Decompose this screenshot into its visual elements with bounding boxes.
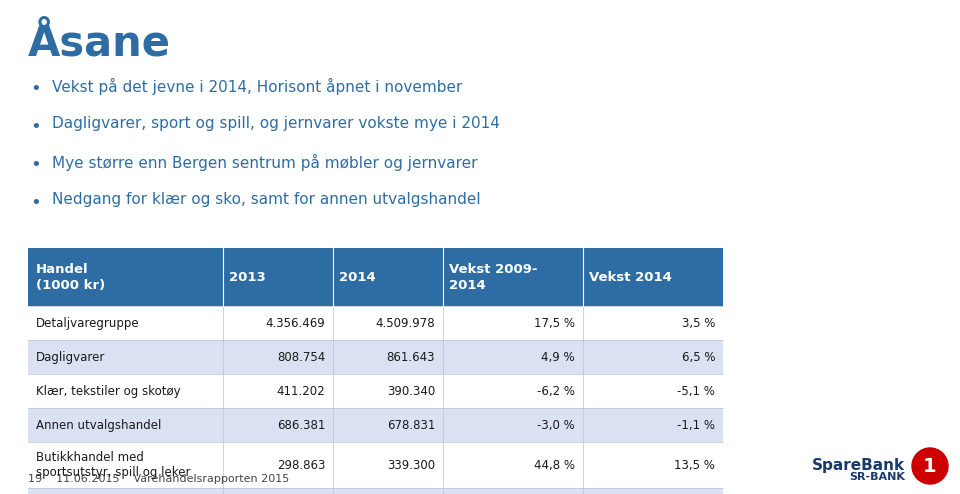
- Text: 17,5 %: 17,5 %: [534, 317, 575, 329]
- Text: •: •: [30, 80, 40, 98]
- Text: Dagligvarer, sport og spill, og jernvarer vokste mye i 2014: Dagligvarer, sport og spill, og jernvare…: [52, 116, 500, 131]
- Text: -5,1 %: -5,1 %: [677, 384, 715, 398]
- Text: 390.340: 390.340: [387, 384, 435, 398]
- Text: 13,5 %: 13,5 %: [674, 458, 715, 471]
- Text: 44,8 %: 44,8 %: [534, 458, 575, 471]
- Text: Klær, tekstiler og skotøy: Klær, tekstiler og skotøy: [36, 384, 180, 398]
- Circle shape: [912, 448, 948, 484]
- Text: Åsane: Åsane: [28, 22, 171, 64]
- Text: Butikkhandel med
sportsutstyr, spill og leker: Butikkhandel med sportsutstyr, spill og …: [36, 451, 190, 479]
- Bar: [28, 306, 723, 340]
- Text: Vekst 2009-
2014: Vekst 2009- 2014: [449, 262, 538, 291]
- Text: 339.300: 339.300: [387, 458, 435, 471]
- Text: Handel
(1000 kr): Handel (1000 kr): [36, 262, 106, 291]
- Text: 4.509.978: 4.509.978: [375, 317, 435, 329]
- Bar: [28, 374, 723, 408]
- Text: •: •: [30, 156, 40, 174]
- Text: 6,5 %: 6,5 %: [682, 351, 715, 364]
- Text: 3,5 %: 3,5 %: [682, 317, 715, 329]
- Text: 4.356.469: 4.356.469: [265, 317, 325, 329]
- Text: Dagligvarer: Dagligvarer: [36, 351, 106, 364]
- Text: 2013: 2013: [229, 271, 266, 284]
- Text: •: •: [30, 118, 40, 136]
- Text: Vekst 2014: Vekst 2014: [589, 271, 672, 284]
- Text: 861.643: 861.643: [387, 351, 435, 364]
- Text: Mye større enn Bergen sentrum på møbler og jernvarer: Mye større enn Bergen sentrum på møbler …: [52, 154, 477, 171]
- Text: 1: 1: [924, 456, 937, 476]
- Bar: [28, 488, 723, 494]
- Text: SR-BANK: SR-BANK: [850, 472, 905, 482]
- Text: -1,1 %: -1,1 %: [677, 418, 715, 431]
- Text: 2014: 2014: [339, 271, 375, 284]
- Bar: [28, 408, 723, 442]
- Bar: [28, 248, 723, 306]
- Bar: [28, 340, 723, 374]
- Text: 19    11.06.2015    Varehandelsrapporten 2015: 19 11.06.2015 Varehandelsrapporten 2015: [28, 474, 289, 484]
- Text: 678.831: 678.831: [387, 418, 435, 431]
- Text: 808.754: 808.754: [276, 351, 325, 364]
- Text: -3,0 %: -3,0 %: [538, 418, 575, 431]
- Text: 298.863: 298.863: [276, 458, 325, 471]
- Text: Detaljvaregruppe: Detaljvaregruppe: [36, 317, 139, 329]
- Text: SpareBank: SpareBank: [812, 458, 905, 473]
- Text: Nedgang for klær og sko, samt for annen utvalgshandel: Nedgang for klær og sko, samt for annen …: [52, 192, 481, 207]
- Text: Vekst på det jevne i 2014, Horisont åpnet i november: Vekst på det jevne i 2014, Horisont åpne…: [52, 78, 463, 95]
- Bar: [28, 442, 723, 488]
- Text: •: •: [30, 194, 40, 212]
- Text: 686.381: 686.381: [276, 418, 325, 431]
- Text: -6,2 %: -6,2 %: [537, 384, 575, 398]
- Text: Annen utvalgshandel: Annen utvalgshandel: [36, 418, 161, 431]
- Text: 4,9 %: 4,9 %: [541, 351, 575, 364]
- Text: 411.202: 411.202: [276, 384, 325, 398]
